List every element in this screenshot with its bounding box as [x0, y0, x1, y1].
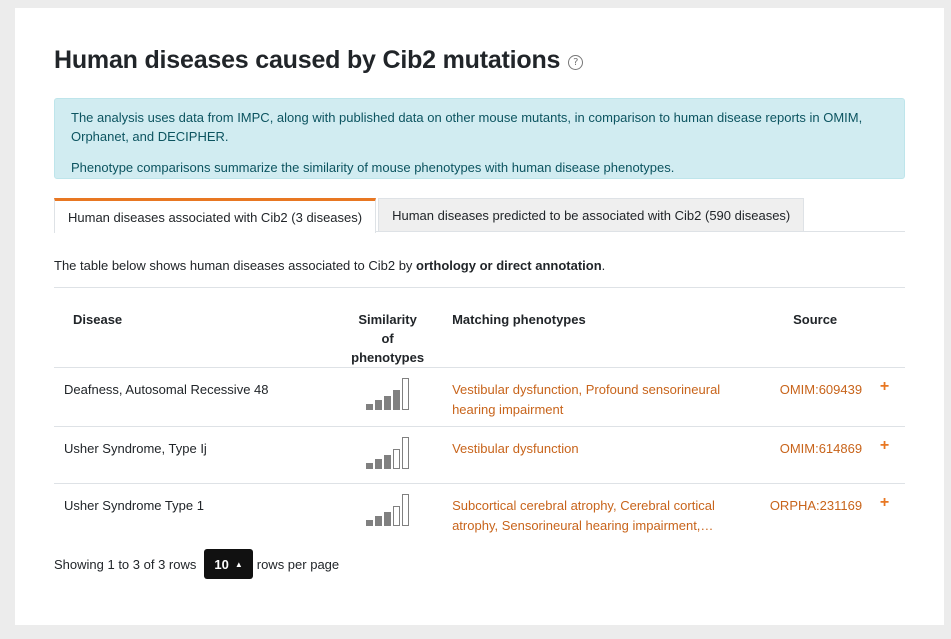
similarity-bar	[393, 506, 401, 526]
help-icon[interactable]: ?	[568, 55, 584, 70]
disease-name: Deafness, Autosomal Recessive 48	[54, 367, 342, 427]
similarity-bar	[384, 455, 392, 469]
header-similarity[interactable]: Similarity of phenotypes	[341, 287, 435, 368]
similarity-bar	[393, 449, 401, 469]
similarity-bar	[366, 463, 374, 469]
info-alert: The analysis uses data from IMPC, along …	[54, 98, 905, 179]
similarity-bars-icon	[366, 494, 410, 526]
similarity-cell	[341, 484, 434, 542]
info-text-2: Phenotype comparisons summarize the simi…	[71, 160, 675, 175]
expand-plus-icon[interactable]: +	[879, 494, 890, 511]
rows-per-page-label: rows per page	[256, 556, 340, 572]
similarity-bar	[366, 520, 374, 526]
source-link[interactable]: ORPHA:231169	[769, 498, 863, 513]
similarity-cell	[341, 367, 435, 427]
header-expand	[864, 287, 905, 368]
matching-phenotypes-text[interactable]: Vestibular dysfunction	[452, 441, 579, 456]
page-title: Human diseases caused by Cib2 mutations	[54, 46, 561, 74]
similarity-bar	[402, 437, 410, 469]
description-bold: orthology or direct annotation	[416, 258, 602, 273]
pagination: Showing 1 to 3 of 3 rows 10 ▲ rows per pa…	[54, 549, 339, 579]
similarity-bar	[393, 390, 401, 410]
expand-plus-icon[interactable]: +	[864, 426, 905, 484]
page-size-value[interactable]: 10	[214, 556, 229, 572]
expand-plus-icon[interactable]: +	[864, 367, 905, 427]
similarity-bar	[375, 400, 383, 410]
similarity-cell	[341, 426, 435, 484]
similarity-bar	[402, 494, 410, 526]
disease-tabs: Human diseases associated with Cib2 (3 d…	[54, 198, 905, 233]
info-text-1: The analysis uses data from IMPC, along …	[71, 110, 863, 144]
similarity-bar	[366, 404, 374, 410]
title-row: Human diseases caused by Cib2 mutations …	[54, 46, 584, 75]
table-row: Usher Syndrome, Type Ij Vestibular dysfu…	[54, 426, 905, 484]
matching-phenotypes[interactable]: Subcortical cerebral atrophy, Cerebral c…	[434, 484, 748, 542]
header-disease[interactable]: Disease	[54, 287, 342, 368]
table-header-row: Disease Similarity of phenotypes Matchin…	[54, 287, 905, 368]
similarity-bars-icon	[366, 437, 410, 469]
source-link[interactable]: OMIM:614869	[748, 426, 865, 484]
similarity-bar	[375, 459, 383, 469]
similarity-bar	[384, 512, 392, 526]
description-prefix: The table below shows human diseases ass…	[54, 258, 417, 273]
matching-phenotypes[interactable]: Vestibular dysfunction	[434, 426, 749, 484]
disease-name: Usher Syndrome Type 1	[64, 498, 204, 513]
similarity-bars-icon	[366, 378, 410, 410]
similarity-bar	[402, 378, 410, 410]
header-source[interactable]: Source	[748, 287, 865, 368]
diseases-table: Disease Similarity of phenotypes Matchin…	[54, 287, 905, 542]
tab-predicted-diseases[interactable]: Human diseases predicted to be associate…	[378, 198, 805, 232]
main-card: Human diseases caused by Cib2 mutations …	[15, 8, 944, 625]
header-matching-phenotypes[interactable]: Matching phenotypes	[434, 287, 749, 368]
source-link[interactable]: OMIM:609439	[748, 367, 865, 427]
table-row: Usher Syndrome Type 1 Subcortical cerebr…	[54, 484, 905, 542]
table-description: The table below shows human diseases ass…	[54, 258, 605, 273]
caret-up-icon[interactable]: ▲	[234, 559, 243, 569]
matching-phenotypes-text[interactable]: Vestibular dysfunction, Profound sensori…	[452, 382, 721, 417]
similarity-bar	[384, 396, 392, 410]
matching-phenotypes[interactable]: Vestibular dysfunction, Profound sensori…	[434, 367, 749, 427]
page-size-dropdown[interactable]: 10 ▲	[204, 549, 253, 579]
pagination-info: Showing 1 to 3 of 3 rows	[54, 556, 197, 572]
tab-associated-diseases[interactable]: Human diseases associated with Cib2 (3 d…	[54, 198, 377, 233]
description-suffix: .	[601, 258, 606, 273]
matching-phenotypes-text[interactable]: Subcortical cerebral atrophy, Cerebral c…	[452, 498, 715, 533]
similarity-bar	[375, 516, 383, 526]
table-row: Deafness, Autosomal Recessive 48 Vestibu…	[54, 367, 905, 427]
disease-name: Usher Syndrome, Type Ij	[54, 426, 342, 484]
